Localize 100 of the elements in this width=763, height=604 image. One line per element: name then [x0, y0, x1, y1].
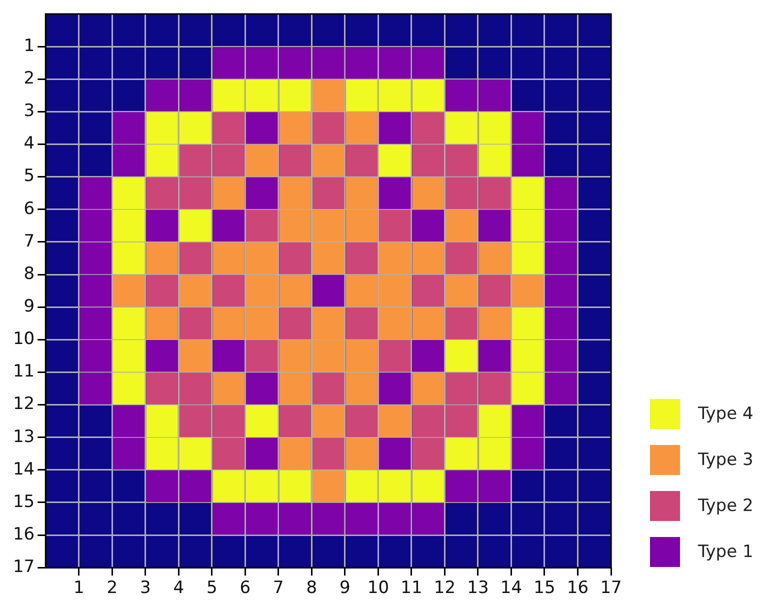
point: [478, 242, 510, 274]
point: [146, 307, 178, 340]
point: [279, 80, 311, 112]
point: [378, 405, 411, 437]
y-tick-label: 4: [24, 134, 35, 154]
point: [279, 112, 311, 144]
point: [412, 438, 444, 470]
point: [346, 80, 378, 112]
point: [512, 177, 544, 209]
point: [112, 242, 145, 274]
y-tick-label: 2: [24, 68, 35, 89]
point: [412, 405, 444, 437]
point: [346, 112, 378, 144]
point: [179, 372, 212, 404]
point: [478, 372, 510, 404]
point: [212, 470, 244, 502]
point: [445, 242, 478, 274]
x-tick-label: 11: [400, 578, 422, 598]
point: [212, 405, 244, 437]
point: [312, 112, 344, 144]
point: [112, 210, 145, 242]
point: [246, 242, 278, 274]
point: [412, 307, 444, 340]
point: [312, 438, 344, 470]
point: [512, 242, 544, 274]
point: [478, 177, 510, 209]
point: [212, 80, 244, 112]
point: [346, 470, 378, 502]
point: [312, 210, 344, 242]
point: [246, 210, 278, 242]
point: [445, 372, 478, 404]
x-tick-label: 13: [467, 578, 489, 598]
point: [346, 438, 378, 470]
point: [179, 242, 212, 274]
point: [179, 177, 212, 209]
point: [346, 144, 378, 176]
point: [212, 112, 244, 144]
point: [478, 307, 510, 340]
x-tick-label: 14: [500, 578, 522, 598]
point: [179, 438, 212, 470]
point: [445, 307, 478, 340]
point: [112, 177, 145, 209]
point: [246, 405, 278, 437]
point: [445, 438, 478, 470]
point: [378, 210, 411, 242]
x-tick-label: 16: [566, 578, 589, 598]
x-tick-label: 12: [434, 578, 456, 598]
point: [279, 340, 311, 372]
x-tick-label: 6: [240, 578, 251, 598]
legend-label: Type 2: [698, 496, 754, 516]
point: [378, 80, 411, 112]
point: [179, 112, 212, 144]
point: [146, 438, 178, 470]
point: [279, 438, 311, 470]
point: [478, 405, 510, 437]
y-tick-label: 1: [24, 36, 35, 56]
y-tick-label: 16: [12, 524, 35, 544]
point: [445, 112, 478, 144]
x-tick-label: 3: [140, 578, 151, 598]
point: [146, 177, 178, 209]
y-tick-label: 7: [24, 231, 35, 252]
legend-label: Type 3: [698, 450, 754, 470]
y-tick-label: 17: [12, 557, 35, 578]
point: [112, 307, 145, 340]
point: [312, 144, 344, 176]
point: [412, 470, 444, 502]
point: [412, 144, 444, 176]
point: [279, 470, 311, 502]
point: [445, 340, 478, 372]
y-tick-label: 6: [24, 198, 35, 219]
point: [146, 242, 178, 274]
point: [312, 405, 344, 437]
point: [246, 307, 278, 340]
point: [346, 210, 378, 242]
point: [279, 307, 311, 340]
point: [346, 405, 378, 437]
x-tick-label: 15: [534, 578, 556, 598]
point: [312, 372, 344, 404]
point: [478, 438, 510, 470]
point: [378, 470, 411, 502]
point: [512, 307, 544, 340]
x-tick-label: 17: [600, 578, 622, 598]
y-tick-label: 15: [12, 492, 35, 512]
x-tick-label: 9: [340, 578, 350, 598]
point: [445, 274, 478, 307]
point: [112, 340, 145, 372]
y-tick-label: 12: [12, 394, 35, 414]
point: [512, 372, 544, 404]
y-tick-label: 10: [12, 329, 35, 350]
point: [279, 372, 311, 404]
point: [312, 340, 344, 372]
point: [346, 372, 378, 404]
point: [478, 274, 510, 307]
point: [378, 274, 411, 307]
point: [312, 80, 344, 112]
point: [246, 274, 278, 307]
y-tick-label: 3: [24, 101, 35, 122]
point: [146, 112, 178, 144]
point: [179, 340, 212, 372]
point: [378, 307, 411, 340]
